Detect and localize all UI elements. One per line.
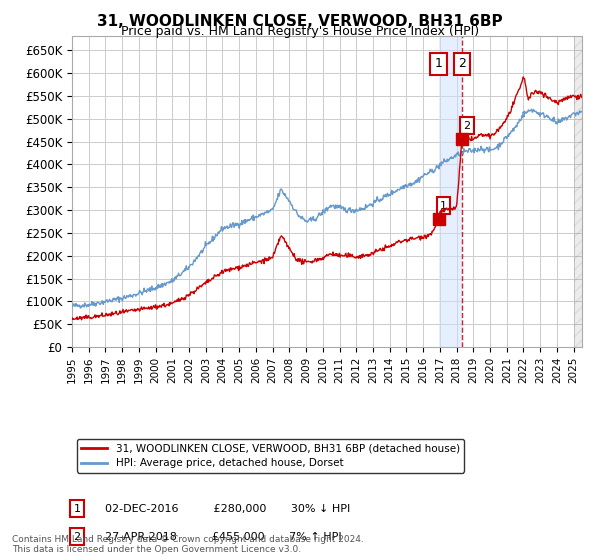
Bar — [439, 36, 462, 347]
Text: Price paid vs. HM Land Registry's House Price Index (HPI): Price paid vs. HM Land Registry's House … — [121, 25, 479, 38]
Text: 2: 2 — [463, 120, 470, 130]
Text: 27-APR-2018          £455,000       7% ↑ HPI: 27-APR-2018 £455,000 7% ↑ HPI — [97, 532, 341, 542]
Text: 1: 1 — [74, 504, 80, 514]
Text: 2: 2 — [74, 532, 80, 542]
Text: 1: 1 — [440, 200, 447, 211]
Text: Contains HM Land Registry data © Crown copyright and database right 2024.
This d: Contains HM Land Registry data © Crown c… — [12, 535, 364, 554]
Text: 02-DEC-2016          £280,000       30% ↓ HPI: 02-DEC-2016 £280,000 30% ↓ HPI — [97, 504, 350, 514]
Text: 1: 1 — [434, 57, 442, 71]
Text: 31, WOODLINKEN CLOSE, VERWOOD, BH31 6BP: 31, WOODLINKEN CLOSE, VERWOOD, BH31 6BP — [97, 14, 503, 29]
Text: 2: 2 — [458, 57, 466, 71]
Legend: 31, WOODLINKEN CLOSE, VERWOOD, BH31 6BP (detached house), HPI: Average price, de: 31, WOODLINKEN CLOSE, VERWOOD, BH31 6BP … — [77, 439, 464, 473]
